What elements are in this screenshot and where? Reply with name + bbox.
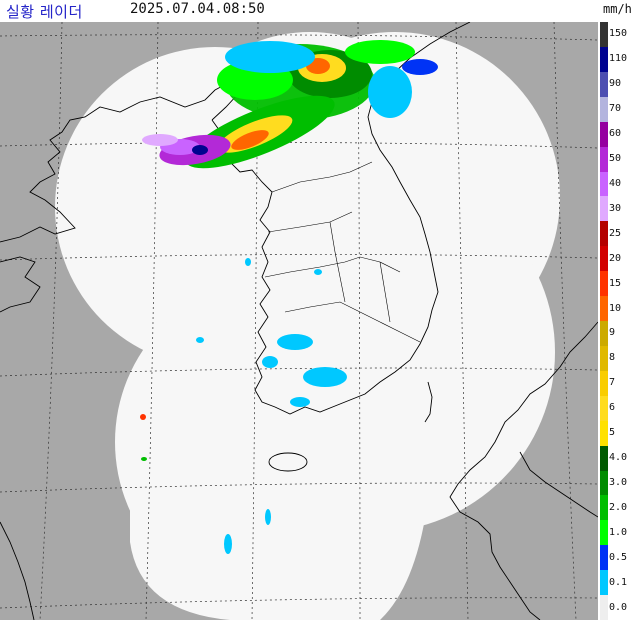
legend-swatch xyxy=(600,570,608,596)
legend-label: 5 xyxy=(609,427,616,439)
legend-label: 9 xyxy=(609,327,616,339)
legend-swatch xyxy=(600,96,608,123)
tsushima-island xyxy=(424,381,433,423)
observation-timestamp: 2025.07.04.08:50 xyxy=(130,1,265,17)
legend-label: 150 xyxy=(609,28,628,40)
legend-label: 3.0 xyxy=(609,476,628,488)
legend-swatch xyxy=(600,321,608,347)
legend-label: 20 xyxy=(609,252,622,264)
legend-swatch xyxy=(600,71,608,98)
legend-swatch xyxy=(600,221,608,247)
legend-swatch xyxy=(600,495,608,521)
coastlines xyxy=(0,22,598,620)
legend-label: 7 xyxy=(609,377,616,389)
precipitation-legend: 150 110 90 70 60 50 40 30 25 20 15 10 9 8 7 6 5 4.0 3.0 2.0… xyxy=(598,22,635,620)
legend-swatch xyxy=(600,595,608,620)
radar-map xyxy=(0,22,598,620)
legend-swatch xyxy=(600,171,608,197)
legend-swatch xyxy=(600,22,608,48)
jeju-island xyxy=(268,452,308,472)
legend-swatch xyxy=(600,271,608,297)
legend-swatch xyxy=(600,196,608,222)
legend-label: 110 xyxy=(609,53,628,65)
legend-label: 1.0 xyxy=(609,526,628,538)
legend-label: 0.0 xyxy=(609,601,628,613)
legend-label: 50 xyxy=(609,153,622,165)
header-bar: 실황 레이더 2025.07.04.08:50 mm/h xyxy=(0,0,635,22)
legend-label: 0.5 xyxy=(609,551,628,563)
legend-label: 25 xyxy=(609,227,622,239)
legend-label: 60 xyxy=(609,128,622,140)
legend-swatch xyxy=(600,246,608,272)
province-borders xyxy=(264,161,421,343)
legend-swatch xyxy=(600,121,608,148)
precipitation-echoes xyxy=(140,40,438,554)
legend-swatch xyxy=(600,46,608,73)
legend-label: 40 xyxy=(609,177,622,189)
legend-label: 70 xyxy=(609,103,622,115)
china-coastline xyxy=(0,81,239,243)
legend-label: 0.1 xyxy=(609,576,628,588)
legend-swatch xyxy=(600,146,608,172)
legend-swatch xyxy=(600,545,608,571)
legend-label: 8 xyxy=(609,352,616,364)
japan-coastline xyxy=(449,321,598,620)
legend-swatch xyxy=(600,420,608,447)
legend-swatch xyxy=(600,345,608,372)
legend-unit: mm/h xyxy=(603,2,632,16)
legend-label: 30 xyxy=(609,202,622,214)
legend-swatch xyxy=(600,470,608,496)
page-title: 실황 레이더 xyxy=(6,3,83,21)
legend-swatch xyxy=(600,445,608,471)
legend-label: 2.0 xyxy=(609,501,628,513)
legend-label: 90 xyxy=(609,78,622,90)
korea-coastline xyxy=(211,22,471,415)
legend-label: 10 xyxy=(609,302,622,314)
legend-swatch xyxy=(600,520,608,546)
legend-label: 6 xyxy=(609,402,616,414)
legend-swatch xyxy=(600,370,608,397)
legend-label: 4.0 xyxy=(609,452,628,464)
legend-swatch xyxy=(600,395,608,422)
legend-swatch xyxy=(600,296,608,322)
legend-label: 15 xyxy=(609,277,622,289)
